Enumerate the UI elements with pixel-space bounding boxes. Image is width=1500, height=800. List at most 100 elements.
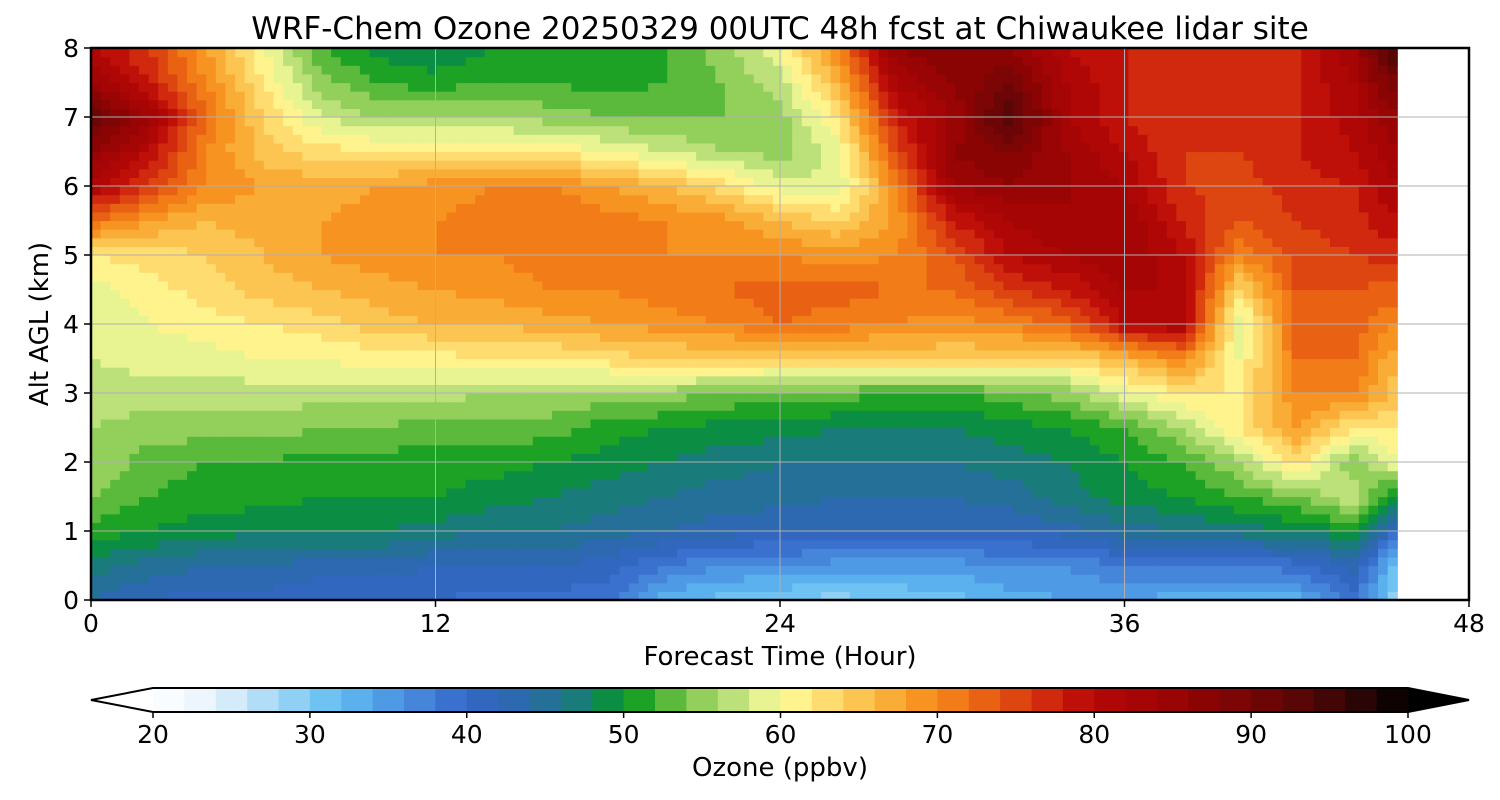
- heatmap-cell: [196, 298, 207, 308]
- heatmap-cell: [302, 427, 313, 437]
- heatmap-cell: [897, 393, 908, 403]
- heatmap-cell: [830, 548, 841, 558]
- heatmap-cell: [820, 418, 832, 429]
- heatmap-cell: [945, 487, 957, 498]
- heatmap-cell: [840, 393, 851, 403]
- heatmap-cell: [1013, 401, 1024, 411]
- heatmap-cell: [475, 522, 486, 532]
- heatmap-cell: [772, 315, 784, 325]
- heatmap-cell: [667, 393, 678, 403]
- heatmap-cell: [225, 505, 236, 515]
- heatmap-cell: [590, 479, 601, 489]
- heatmap-cell: [1118, 444, 1129, 454]
- heatmap-cell: [321, 444, 332, 454]
- heatmap-cell: [1320, 410, 1331, 420]
- heatmap-cell: [187, 496, 198, 506]
- heatmap-cell: [340, 531, 351, 541]
- heatmap-cell: [744, 496, 755, 506]
- heatmap-cell: [1378, 548, 1389, 558]
- heatmap-cell: [504, 462, 515, 472]
- heatmap-cell: [734, 470, 745, 480]
- heatmap-cell: [1339, 591, 1350, 600]
- heatmap-cell: [139, 367, 150, 377]
- heatmap-cell: [859, 280, 870, 291]
- heatmap-cell: [148, 487, 159, 498]
- heatmap-cell: [1080, 358, 1091, 368]
- heatmap-cell: [1387, 531, 1398, 541]
- heatmap-cell: [513, 358, 524, 368]
- heatmap-cell: [619, 556, 630, 567]
- heatmap-cell: [494, 522, 505, 532]
- heatmap-cell: [868, 513, 880, 523]
- heatmap-cell: [273, 367, 284, 377]
- heatmap-cell: [1281, 367, 1293, 377]
- heatmap-cell: [523, 548, 534, 558]
- heatmap-cell: [936, 436, 947, 446]
- heatmap-cell: [552, 384, 563, 394]
- heatmap-cell: [1147, 505, 1158, 515]
- heatmap-cell: [398, 280, 409, 291]
- heatmap-cell: [494, 574, 505, 584]
- heatmap-cell: [1013, 513, 1024, 523]
- heatmap-cell: [1157, 479, 1168, 489]
- heatmap-cell: [1109, 298, 1120, 308]
- heatmap-cell: [1301, 582, 1312, 592]
- heatmap-cell: [1013, 505, 1024, 515]
- heatmap-cell: [820, 470, 832, 480]
- heatmap-cell: [263, 393, 275, 403]
- heatmap-cell: [331, 324, 342, 334]
- heatmap-cell: [1224, 289, 1235, 299]
- heatmap-cell: [561, 582, 572, 592]
- heatmap-cell: [542, 393, 553, 403]
- heatmap-cell: [1262, 401, 1273, 411]
- heatmap-cell: [897, 574, 908, 584]
- heatmap-cell: [1022, 505, 1033, 515]
- heatmap-cell: [292, 315, 303, 325]
- heatmap-cell: [1041, 289, 1053, 299]
- heatmap-cell: [1003, 280, 1014, 291]
- heatmap-cell: [1032, 393, 1043, 403]
- heatmap-cell: [1272, 505, 1283, 515]
- heatmap-cell: [993, 470, 1005, 480]
- heatmap-cell: [782, 315, 793, 325]
- heatmap-cell: [1089, 358, 1101, 368]
- heatmap-cell: [993, 565, 1005, 575]
- heatmap-cell: [1195, 487, 1206, 498]
- heatmap-cell: [1349, 427, 1360, 437]
- heatmap-cell: [830, 539, 841, 549]
- heatmap-cell: [801, 384, 812, 394]
- heatmap-cell: [715, 505, 726, 515]
- heatmap-cell: [273, 444, 284, 454]
- heatmap-cell: [398, 418, 409, 429]
- heatmap-cell: [1349, 453, 1360, 463]
- heatmap-cell: [1041, 591, 1053, 600]
- heatmap-cell: [465, 315, 476, 325]
- heatmap-cell: [254, 280, 265, 291]
- heatmap-cell: [388, 393, 399, 403]
- heatmap-cell: [849, 582, 860, 592]
- heatmap-cell: [542, 462, 553, 472]
- heatmap-cell: [273, 289, 284, 299]
- heatmap-cell: [811, 444, 822, 454]
- heatmap-cell: [1003, 453, 1014, 463]
- heatmap-cell: [772, 531, 784, 541]
- heatmap-cell: [552, 410, 563, 420]
- heatmap-cell: [1137, 349, 1149, 360]
- heatmap-cell: [965, 315, 976, 325]
- heatmap-cell: [206, 487, 217, 498]
- heatmap-cell: [648, 565, 659, 575]
- heatmap-cell: [955, 393, 966, 403]
- heatmap-cell: [888, 384, 899, 394]
- heatmap-cell: [359, 349, 371, 360]
- heatmap-cell: [321, 375, 332, 385]
- heatmap-cell: [1070, 470, 1081, 480]
- heatmap-cell: [158, 513, 169, 523]
- heatmap-cell: [100, 349, 111, 360]
- heatmap-cell: [1195, 384, 1206, 394]
- heatmap-cell: [263, 531, 275, 541]
- heatmap-cell: [91, 349, 102, 360]
- heatmap-cell: [830, 298, 841, 308]
- heatmap-cell: [561, 306, 572, 316]
- heatmap-cell: [1301, 444, 1312, 454]
- heatmap-cell: [1214, 444, 1225, 454]
